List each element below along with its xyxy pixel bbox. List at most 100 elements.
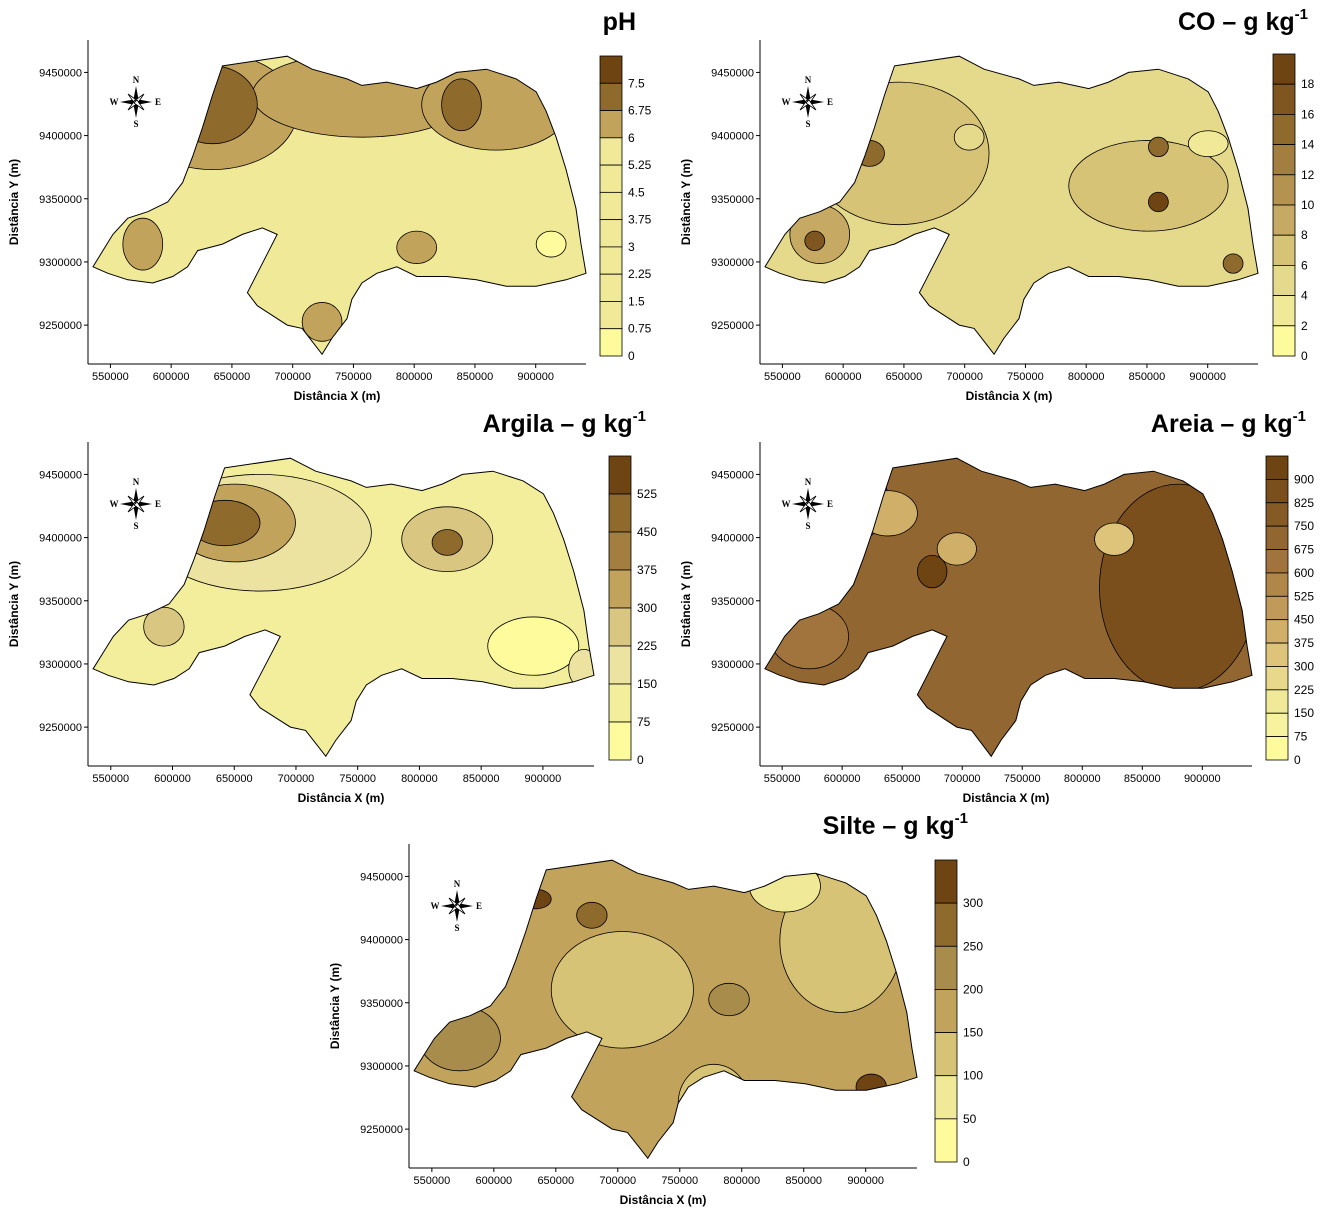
y-tick-label: 9400000 <box>711 131 754 143</box>
legend-swatch <box>934 1075 958 1120</box>
x-tick-label: 650000 <box>884 773 921 785</box>
compass-se-ray <box>805 99 817 111</box>
x-tick-label: 850000 <box>463 773 500 785</box>
x-tick-label: 850000 <box>1129 371 1166 383</box>
legend-swatch <box>608 607 632 647</box>
panel-title: CO – g kg-1 <box>1178 6 1308 36</box>
legend-label: 375 <box>637 563 657 577</box>
legend: 300 250 200 150 100 50 0 <box>934 859 983 1169</box>
legend-swatch <box>934 902 958 947</box>
contour-zone <box>834 56 885 119</box>
compass-east-arrow <box>136 501 152 507</box>
contour-zone <box>1182 687 1223 715</box>
x-tick-label: 800000 <box>1064 773 1101 785</box>
contour-zone <box>936 532 977 566</box>
contour-zone <box>748 860 821 913</box>
y-tick-label: 9300000 <box>360 1061 403 1073</box>
x-tick-label: 600000 <box>825 371 862 383</box>
legend-swatch <box>599 191 623 221</box>
y-tick-label: 9250000 <box>711 320 754 332</box>
legend-swatch <box>1272 264 1296 296</box>
legend-label: 0 <box>628 349 635 363</box>
y-tick-label: 9350000 <box>711 596 754 608</box>
x-tick-label: 800000 <box>1068 371 1105 383</box>
x-axis-title: Distância X (m) <box>620 1193 707 1207</box>
compass-se-ray <box>454 903 466 915</box>
legend-label: 375 <box>1294 636 1314 650</box>
legend-swatch <box>1265 712 1289 738</box>
y-axis-title: Distância Y (m) <box>7 561 21 647</box>
legend-swatch <box>608 569 632 609</box>
contour-zone <box>167 65 258 145</box>
y-tick-label: 9350000 <box>711 194 754 206</box>
compass-east-arrow <box>136 99 152 105</box>
contour-zone <box>576 901 608 929</box>
compass-label-n: N <box>805 75 812 85</box>
compass-label-w: W <box>110 499 119 509</box>
legend-swatch <box>1265 525 1289 550</box>
state-outline <box>92 457 595 758</box>
legend-label: 6 <box>1301 258 1308 272</box>
contour-zone <box>431 529 463 556</box>
contour-zone <box>122 217 164 271</box>
legend-swatch <box>1272 234 1296 266</box>
contour-zone <box>1094 522 1135 556</box>
x-tick-label: 900000 <box>517 371 554 383</box>
legend-label: 12 <box>1301 168 1315 182</box>
legend-swatch <box>1272 295 1296 327</box>
compass-label-e: E <box>476 901 482 911</box>
x-tick-label: 800000 <box>401 773 438 785</box>
legend-label: 225 <box>637 639 657 653</box>
y-tick-label: 9250000 <box>360 1124 403 1136</box>
x-tick-label: 700000 <box>599 1175 636 1187</box>
contour-zone <box>823 509 864 543</box>
compass-label-n: N <box>133 477 140 487</box>
y-axis-title: Distância Y (m) <box>679 561 693 647</box>
panel-title: Areia – g kg-1 <box>1151 408 1306 438</box>
x-tick-label: 650000 <box>214 371 251 383</box>
x-tick-label: 700000 <box>278 773 315 785</box>
compass-label-w: W <box>431 901 440 911</box>
legend-label: 50 <box>963 1112 977 1126</box>
state-outline <box>92 55 587 356</box>
legend-label: 225 <box>1294 683 1314 697</box>
legend-swatch <box>599 164 623 193</box>
x-tick-label: 700000 <box>946 371 983 383</box>
contour-zone <box>857 490 918 537</box>
legend-label: 6.75 <box>628 104 652 118</box>
legend-swatch <box>1265 736 1289 761</box>
panel-title-text: Areia – g kg <box>1151 410 1293 438</box>
contour-zone <box>487 616 580 676</box>
compass-west-arrow <box>120 99 136 105</box>
contour-zone <box>396 230 437 264</box>
panel-title-exponent: -1 <box>633 408 646 425</box>
legend-label: 3.75 <box>628 213 652 227</box>
x-tick-label: 750000 <box>335 371 372 383</box>
legend-label: 300 <box>637 601 657 615</box>
compass-label-n: N <box>454 879 461 889</box>
legend-swatch <box>1272 144 1296 176</box>
legend-label: 150 <box>637 677 657 691</box>
legend-label: 825 <box>1294 496 1314 510</box>
x-axis-title: Distância X (m) <box>963 791 1050 805</box>
y-tick-label: 9400000 <box>360 935 403 947</box>
compass-south-arrow <box>133 102 139 118</box>
legend-label: 0 <box>1294 753 1301 767</box>
legend-label: 0 <box>963 1155 970 1169</box>
panel-title: Silte – g kg-1 <box>823 810 968 840</box>
legend-swatch <box>1272 114 1296 146</box>
legend-swatch <box>1272 53 1296 85</box>
compass-north-arrow <box>454 890 460 906</box>
legend-label: 0 <box>637 753 644 767</box>
y-tick-label: 9250000 <box>39 320 82 332</box>
legend-label: 675 <box>1294 543 1314 557</box>
contour-zone <box>854 140 885 167</box>
panel-title-text: Argila – g kg <box>483 410 633 438</box>
compass-icon: N S W E <box>110 477 162 531</box>
y-tick-label: 9250000 <box>39 722 82 734</box>
contour-zone <box>550 931 694 1049</box>
legend-label: 0.75 <box>628 322 652 336</box>
x-tick-label: 750000 <box>1007 371 1044 383</box>
compass-east-arrow <box>808 99 824 105</box>
